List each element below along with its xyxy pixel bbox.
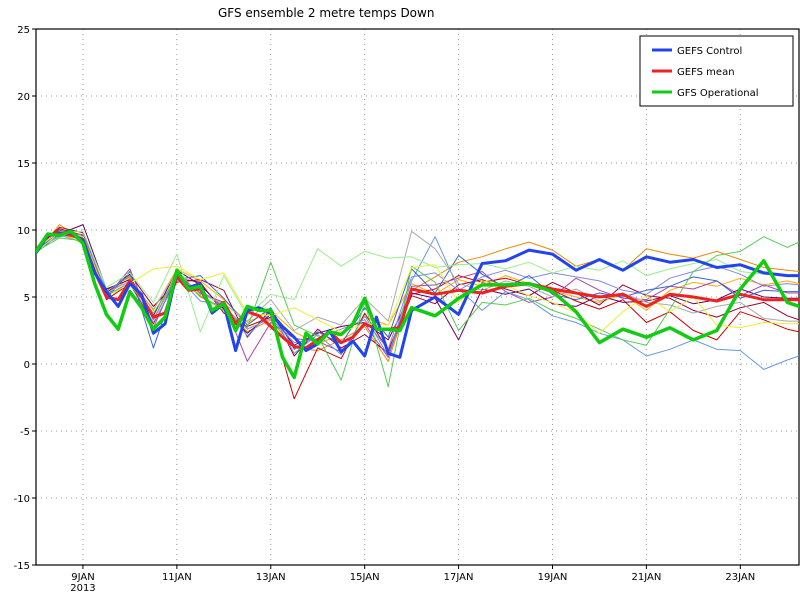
x-tick-label: 23JAN (725, 572, 755, 583)
chart-title: GFS ensemble 2 metre temps Down (218, 6, 434, 20)
y-tick-label: 0 (24, 360, 30, 371)
ensemble-member-line (36, 230, 799, 331)
y-tick-label: 5 (24, 293, 30, 304)
legend-label: GEFS Control (677, 46, 742, 57)
x-tick-label: 9JAN (71, 572, 94, 583)
legend-label: GFS Operational (677, 88, 759, 99)
ensemble-member-line (36, 230, 799, 334)
plot-frame (35, 28, 800, 566)
legend: GEFS Control GEFS mean GFS Operational (639, 35, 794, 107)
ensemble-member-line (36, 224, 799, 346)
y-tick-label: 15 (17, 159, 30, 170)
y-tick-label: 10 (17, 226, 30, 237)
ensemble-member-line (36, 230, 799, 350)
ensemble-member-line (36, 233, 799, 370)
series-line-gefs-mean (36, 231, 799, 350)
ensemble-member-line (36, 236, 799, 388)
x-tick-label: 21JAN (631, 572, 661, 583)
x-tick-label: 15JAN (350, 572, 380, 583)
x-tick-label: 17JAN (444, 572, 474, 583)
y-tick-label: 25 (17, 25, 30, 36)
x-tick-label: 13JAN (256, 572, 286, 583)
ensemble-member-line (36, 224, 799, 362)
y-tick-label: -15 (14, 561, 30, 572)
y-tick-label: -5 (20, 427, 30, 438)
x-tick-label: 11JAN (162, 572, 192, 583)
series-lines (36, 224, 799, 400)
legend-label: GEFS mean (677, 67, 735, 78)
x-tick-sublabel: 2013 (70, 583, 95, 594)
y-tick-label: -10 (14, 494, 30, 505)
x-tick-label: 19JAN (538, 572, 568, 583)
ensemble-member-line (36, 230, 799, 333)
y-tick-label: 20 (17, 92, 30, 103)
series-line-gfs-operational (36, 229, 799, 380)
